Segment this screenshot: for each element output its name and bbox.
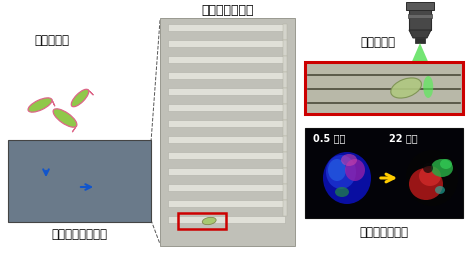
- Ellipse shape: [391, 78, 421, 98]
- Ellipse shape: [431, 159, 453, 177]
- Bar: [168, 56, 285, 63]
- Bar: [305, 128, 463, 218]
- Text: 薄板ガラスチップ: 薄板ガラスチップ: [52, 228, 107, 241]
- Bar: [415, 38, 425, 43]
- Ellipse shape: [326, 155, 356, 189]
- Bar: [168, 168, 285, 175]
- Bar: [168, 40, 285, 47]
- Bar: [168, 120, 285, 127]
- Bar: [160, 18, 295, 246]
- Bar: [283, 56, 287, 72]
- Bar: [168, 88, 285, 95]
- Bar: [283, 136, 287, 152]
- Ellipse shape: [406, 150, 458, 206]
- Bar: [168, 152, 285, 159]
- Bar: [168, 136, 285, 143]
- Bar: [305, 62, 463, 114]
- Ellipse shape: [28, 98, 52, 112]
- Bar: [283, 184, 287, 200]
- Ellipse shape: [435, 186, 445, 194]
- Text: 22 時間: 22 時間: [389, 133, 418, 143]
- Bar: [283, 24, 287, 40]
- Bar: [168, 216, 285, 223]
- Bar: [283, 72, 287, 88]
- Text: 0.5 時間: 0.5 時間: [313, 133, 345, 143]
- Ellipse shape: [423, 163, 433, 173]
- Ellipse shape: [202, 217, 216, 225]
- Bar: [283, 88, 287, 104]
- Bar: [30, 168, 95, 206]
- Bar: [283, 168, 287, 184]
- Ellipse shape: [345, 159, 365, 181]
- Polygon shape: [409, 30, 431, 38]
- Text: 一細胞測定: 一細胞測定: [360, 36, 395, 48]
- Ellipse shape: [335, 187, 349, 197]
- Ellipse shape: [341, 154, 357, 166]
- Bar: [283, 152, 287, 168]
- Text: 遊泳性細胞: 遊泳性細胞: [35, 33, 70, 46]
- Bar: [406, 2, 434, 10]
- Bar: [168, 104, 285, 111]
- Ellipse shape: [328, 159, 346, 181]
- Ellipse shape: [409, 168, 443, 200]
- Bar: [8, 140, 151, 222]
- Bar: [283, 104, 287, 120]
- Bar: [283, 40, 287, 56]
- Bar: [283, 120, 287, 136]
- Text: 細胞単離と培養: 細胞単離と培養: [201, 3, 254, 16]
- Ellipse shape: [71, 89, 89, 107]
- Bar: [178, 213, 226, 229]
- Ellipse shape: [419, 166, 441, 186]
- Bar: [12, 180, 147, 205]
- Bar: [38, 175, 63, 189]
- Bar: [168, 24, 285, 31]
- Bar: [168, 200, 285, 207]
- Bar: [34, 171, 74, 199]
- Bar: [408, 14, 432, 18]
- Ellipse shape: [440, 159, 452, 169]
- Bar: [168, 72, 285, 79]
- Polygon shape: [410, 43, 430, 66]
- Ellipse shape: [323, 152, 371, 204]
- Ellipse shape: [53, 109, 77, 127]
- Ellipse shape: [423, 76, 433, 98]
- Bar: [168, 184, 285, 191]
- Bar: [283, 200, 287, 216]
- Bar: [409, 8, 431, 30]
- Text: 細胞内代謝測定: 細胞内代謝測定: [359, 226, 409, 238]
